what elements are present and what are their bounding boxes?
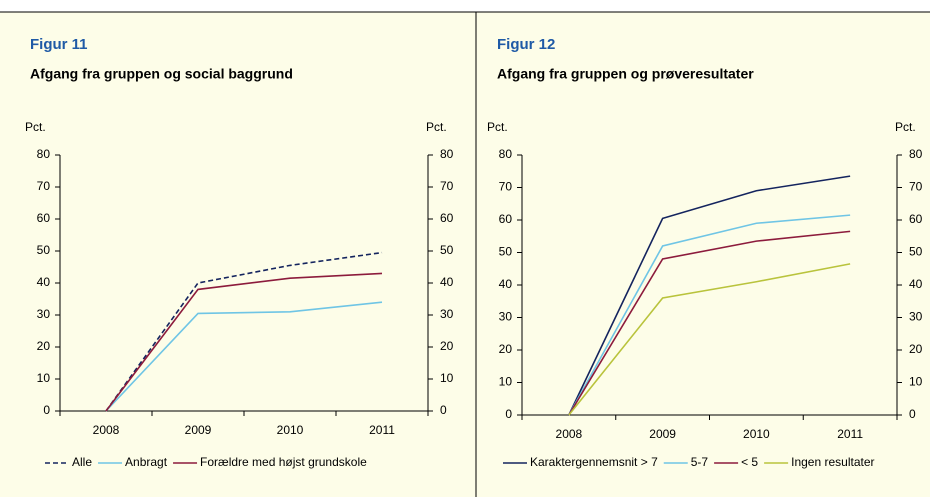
y2-tick-label: 10 — [909, 375, 923, 389]
y2-axis-label: Pct. — [895, 120, 916, 134]
y-tick-label: 50 — [499, 245, 513, 259]
legend-label: < 5 — [741, 455, 758, 469]
series-line — [568, 175, 851, 416]
y2-tick-label: 70 — [909, 180, 923, 194]
y2-tick-label: 10 — [440, 371, 454, 385]
y-tick-label: 80 — [37, 147, 51, 161]
chart-title: Afgang fra gruppen og social baggrund — [30, 66, 293, 82]
y-tick-label: 10 — [499, 375, 513, 389]
y-tick-label: 80 — [499, 147, 513, 161]
y2-tick-label: 50 — [909, 245, 923, 259]
series-line — [568, 230, 851, 416]
legend-label: Anbragt — [125, 455, 168, 469]
y2-tick-label: 0 — [909, 407, 916, 421]
y2-tick-label: 40 — [440, 275, 454, 289]
legend-label: 5-7 — [691, 455, 709, 469]
y2-tick-label: 70 — [440, 179, 454, 193]
y-axis-label: Pct. — [25, 120, 46, 134]
y2-tick-label: 60 — [440, 211, 454, 225]
x-tick-label: 2010 — [743, 427, 770, 441]
y2-axis-label: Pct. — [426, 120, 447, 134]
y-tick-label: 50 — [37, 243, 51, 257]
y-tick-label: 70 — [37, 179, 51, 193]
x-tick-label: 2010 — [277, 423, 304, 437]
y2-tick-label: 0 — [440, 403, 447, 417]
x-tick-label: 2008 — [556, 427, 583, 441]
y2-tick-label: 60 — [909, 212, 923, 226]
legend-label: Ingen resultater — [791, 455, 874, 469]
x-tick-label: 2011 — [837, 427, 863, 441]
y-tick-label: 0 — [505, 407, 512, 421]
y-tick-label: 30 — [499, 310, 513, 324]
legend-label: Karaktergennemsnit > 7 — [530, 455, 658, 469]
series-line — [568, 214, 851, 416]
y2-tick-label: 50 — [440, 243, 454, 257]
y-tick-label: 20 — [37, 339, 51, 353]
y2-tick-label: 30 — [440, 307, 454, 321]
legend-label: Alle — [72, 455, 92, 469]
y2-tick-label: 80 — [909, 147, 923, 161]
figure-label: Figur 12 — [497, 36, 555, 53]
y-tick-label: 60 — [499, 212, 513, 226]
x-tick-label: 2009 — [185, 423, 212, 437]
series-line — [105, 251, 383, 412]
series-line — [105, 301, 383, 412]
y-tick-label: 40 — [37, 275, 51, 289]
y2-tick-label: 20 — [440, 339, 454, 353]
x-tick-label: 2011 — [369, 423, 395, 437]
y2-tick-label: 20 — [909, 342, 923, 356]
y-tick-label: 20 — [499, 342, 513, 356]
y-tick-label: 60 — [37, 211, 51, 225]
y-tick-label: 70 — [499, 180, 513, 194]
figure-label: Figur 11 — [30, 36, 88, 53]
y2-tick-label: 40 — [909, 277, 923, 291]
x-tick-label: 2009 — [649, 427, 676, 441]
series-line — [568, 263, 851, 416]
y-tick-label: 10 — [37, 371, 51, 385]
background — [0, 12, 930, 497]
y-tick-label: 0 — [43, 403, 50, 417]
y2-tick-label: 80 — [440, 147, 454, 161]
x-tick-label: 2008 — [93, 423, 120, 437]
series-line — [105, 272, 383, 412]
y-axis-label: Pct. — [487, 120, 508, 134]
y2-tick-label: 30 — [909, 310, 923, 324]
chart-title: Afgang fra gruppen og prøveresultater — [497, 66, 754, 82]
legend-label: Forældre med højst grundskole — [200, 455, 367, 469]
y-tick-label: 30 — [37, 307, 51, 321]
y-tick-label: 40 — [499, 277, 513, 291]
